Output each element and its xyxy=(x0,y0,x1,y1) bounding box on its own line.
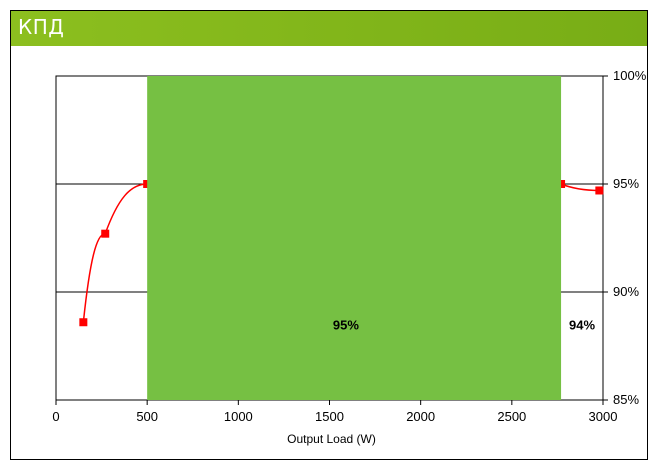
x-tick-label: 1500 xyxy=(315,409,344,424)
x-tick-label: 500 xyxy=(136,409,158,424)
series-point xyxy=(79,318,88,327)
y-tick-label: 95% xyxy=(613,176,639,191)
chart-header-title: КПД xyxy=(18,15,65,39)
x-tick-label: 1000 xyxy=(224,409,253,424)
series-point xyxy=(101,229,110,238)
x-axis-title: Output Load (W) xyxy=(287,432,376,446)
data-label: 95% xyxy=(333,317,359,332)
highlight-band xyxy=(147,76,562,400)
x-tick-label: 2000 xyxy=(406,409,435,424)
data-label: 94% xyxy=(569,317,595,332)
x-tick-label: 3000 xyxy=(589,409,618,424)
x-tick-label: 0 xyxy=(52,409,59,424)
series-point xyxy=(595,186,604,195)
y-tick-label: 85% xyxy=(613,392,639,407)
chart-header: КПД xyxy=(11,11,647,46)
x-tick-label: 2500 xyxy=(497,409,526,424)
y-tick-label: 100% xyxy=(613,68,647,83)
y-tick-label: 90% xyxy=(613,284,639,299)
